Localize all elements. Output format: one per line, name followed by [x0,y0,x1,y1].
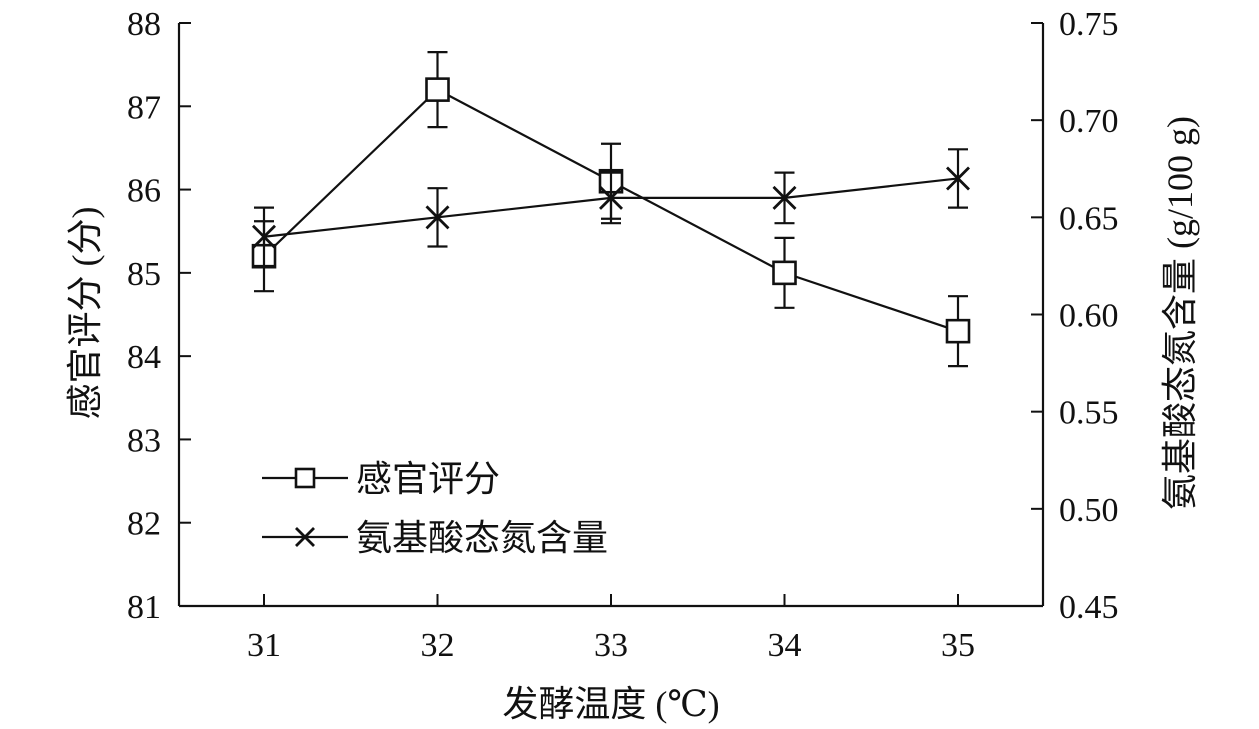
left-tick-label: 88 [127,6,161,43]
x-tick-label: 31 [247,627,281,664]
x-tick-label: 34 [768,627,802,664]
x-tick-label: 32 [421,627,455,664]
right-tick-label: 0.60 [1059,298,1119,335]
right-tick-label: 0.45 [1059,589,1119,626]
x-axis-ticks: 31 32 33 34 35 [247,594,975,664]
data-point-square [947,320,969,342]
left-tick-label: 85 [127,256,161,293]
right-tick-label: 0.50 [1059,492,1119,529]
right-tick-label: 0.75 [1059,6,1119,43]
right-tick-label: 0.55 [1059,395,1119,432]
left-tick-label: 83 [127,422,161,459]
right-axis-ticks: 0.45 0.50 0.55 0.60 0.65 0.70 0.75 [1031,6,1119,626]
left-tick-label: 86 [127,173,161,210]
legend-item-sensory: 感官评分 [262,459,500,499]
left-tick-label: 87 [127,89,161,126]
series-layer [253,52,969,366]
x-axis-label: 发酵温度 (℃) [502,684,719,724]
data-point-square [774,262,796,284]
legend-item-nitrogen: 氨基酸态氮含量 [262,518,608,558]
left-tick-label: 82 [127,506,161,543]
left-axis-ticks: 81 82 83 84 85 86 87 88 [127,6,191,626]
right-tick-label: 0.65 [1059,200,1119,237]
data-point-square [427,79,449,101]
axes [179,23,1043,606]
left-tick-label: 84 [127,339,161,376]
x-tick-label: 33 [594,627,628,664]
left-axis-label: 感官评分 (分) [65,207,105,420]
legend-label-nitrogen: 氨基酸态氮含量 [356,518,608,558]
legend-square-marker-icon [296,469,314,487]
right-axis-label: 氨基酸态氮含量 (g/100 g) [1160,116,1200,510]
right-tick-label: 0.70 [1059,103,1119,140]
legend: 感官评分 氨基酸态氮含量 [262,459,608,558]
left-tick-label: 81 [127,589,161,626]
legend-label-sensory: 感官评分 [356,459,500,499]
x-tick-label: 35 [941,627,975,664]
